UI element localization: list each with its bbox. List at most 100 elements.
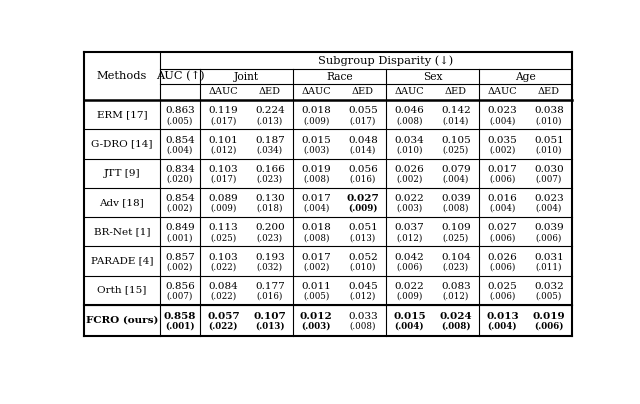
Text: (.012): (.012) [210, 145, 237, 154]
Text: (.014): (.014) [443, 116, 469, 125]
Text: (.002): (.002) [303, 262, 330, 271]
Text: (.004): (.004) [167, 145, 193, 154]
Text: 0.022: 0.022 [394, 194, 424, 203]
Text: Age: Age [515, 72, 536, 82]
Text: (.007): (.007) [536, 175, 562, 183]
Text: 0.024: 0.024 [440, 312, 472, 321]
Text: 0.011: 0.011 [301, 282, 332, 291]
Text: (.002): (.002) [489, 145, 516, 154]
Text: (.008): (.008) [303, 233, 330, 242]
Text: 0.030: 0.030 [534, 165, 564, 174]
Text: 0.017: 0.017 [301, 252, 332, 262]
Text: (.004): (.004) [489, 204, 516, 213]
Text: (.001): (.001) [165, 322, 195, 331]
Text: (.023): (.023) [443, 262, 469, 271]
Text: 0.023: 0.023 [488, 106, 517, 116]
Text: 0.104: 0.104 [441, 252, 471, 262]
Text: 0.856: 0.856 [165, 282, 195, 291]
Text: 0.056: 0.056 [348, 165, 378, 174]
Text: ΔED: ΔED [352, 88, 374, 97]
Text: (.025): (.025) [211, 233, 237, 242]
Text: (.025): (.025) [443, 145, 469, 154]
Text: 0.109: 0.109 [441, 223, 471, 232]
Text: 0.854: 0.854 [165, 194, 195, 203]
Text: 0.018: 0.018 [301, 106, 332, 116]
Text: (.011): (.011) [536, 262, 562, 271]
Text: ΔAUC: ΔAUC [301, 88, 331, 97]
Text: PARADE [4]: PARADE [4] [91, 257, 153, 265]
Text: Adv [18]: Adv [18] [99, 198, 144, 207]
Text: (.013): (.013) [349, 233, 376, 242]
Text: (.010): (.010) [349, 262, 376, 271]
Text: FCRO (ours): FCRO (ours) [86, 316, 158, 325]
Text: 0.019: 0.019 [532, 312, 565, 321]
Text: (.009): (.009) [303, 116, 330, 125]
Text: 0.039: 0.039 [441, 194, 471, 203]
Text: AUC (↑): AUC (↑) [156, 71, 204, 81]
Text: 0.046: 0.046 [394, 106, 424, 116]
Text: 0.027: 0.027 [346, 194, 380, 203]
Text: 0.863: 0.863 [165, 106, 195, 116]
Text: 0.034: 0.034 [394, 136, 424, 145]
Text: 0.055: 0.055 [348, 106, 378, 116]
Text: (.032): (.032) [257, 262, 283, 271]
Text: 0.017: 0.017 [488, 165, 517, 174]
Text: 0.019: 0.019 [301, 165, 332, 174]
Text: Sex: Sex [423, 72, 442, 82]
Text: (.005): (.005) [167, 116, 193, 125]
Text: 0.142: 0.142 [441, 106, 471, 116]
Text: (.012): (.012) [396, 233, 422, 242]
Text: (.016): (.016) [349, 175, 376, 183]
Text: ΔED: ΔED [445, 88, 467, 97]
Text: Orth [15]: Orth [15] [97, 286, 147, 295]
Text: (.004): (.004) [395, 322, 424, 331]
Text: 0.083: 0.083 [441, 282, 471, 291]
Text: (.018): (.018) [257, 204, 283, 213]
Text: 0.224: 0.224 [255, 106, 285, 116]
Text: 0.015: 0.015 [393, 312, 426, 321]
Text: (.020): (.020) [167, 175, 193, 183]
Text: 0.857: 0.857 [165, 252, 195, 262]
Text: 0.039: 0.039 [534, 223, 564, 232]
Text: 0.858: 0.858 [164, 312, 196, 321]
Text: 0.105: 0.105 [441, 136, 471, 145]
Text: ΔED: ΔED [259, 88, 281, 97]
Text: 0.057: 0.057 [207, 312, 240, 321]
Text: Subgroup Disparity (↓): Subgroup Disparity (↓) [319, 55, 454, 66]
Text: (.006): (.006) [489, 262, 516, 271]
Text: (.022): (.022) [211, 262, 237, 271]
Text: (.022): (.022) [211, 292, 237, 301]
Text: 0.849: 0.849 [165, 223, 195, 232]
Text: 0.089: 0.089 [209, 194, 238, 203]
Text: ΔAUC: ΔAUC [395, 88, 424, 97]
Text: (.013): (.013) [255, 322, 285, 331]
Text: ΔED: ΔED [538, 88, 560, 97]
Text: (.013): (.013) [257, 116, 283, 125]
Text: 0.051: 0.051 [348, 223, 378, 232]
Text: 0.193: 0.193 [255, 252, 285, 262]
Text: (.006): (.006) [489, 233, 516, 242]
Text: Joint: Joint [234, 72, 259, 82]
Text: (.001): (.001) [167, 233, 193, 242]
Text: (.025): (.025) [443, 233, 469, 242]
Text: (.016): (.016) [257, 292, 283, 301]
Text: (.017): (.017) [210, 116, 237, 125]
Text: (.005): (.005) [536, 292, 562, 301]
Text: (.017): (.017) [349, 116, 376, 125]
Text: (.003): (.003) [396, 204, 422, 213]
Text: (.003): (.003) [303, 145, 330, 154]
Text: (.006): (.006) [489, 292, 516, 301]
Text: (.002): (.002) [167, 262, 193, 271]
Text: 0.103: 0.103 [209, 165, 238, 174]
Text: (.008): (.008) [443, 204, 469, 213]
Text: 0.834: 0.834 [165, 165, 195, 174]
Text: 0.012: 0.012 [300, 312, 333, 321]
Text: (.010): (.010) [536, 145, 562, 154]
Text: Methods: Methods [97, 71, 147, 81]
Text: 0.854: 0.854 [165, 136, 195, 145]
Text: 0.015: 0.015 [301, 136, 332, 145]
Text: (.014): (.014) [349, 145, 376, 154]
Text: (.010): (.010) [536, 116, 562, 125]
Text: (.005): (.005) [303, 292, 330, 301]
Text: 0.177: 0.177 [255, 282, 285, 291]
